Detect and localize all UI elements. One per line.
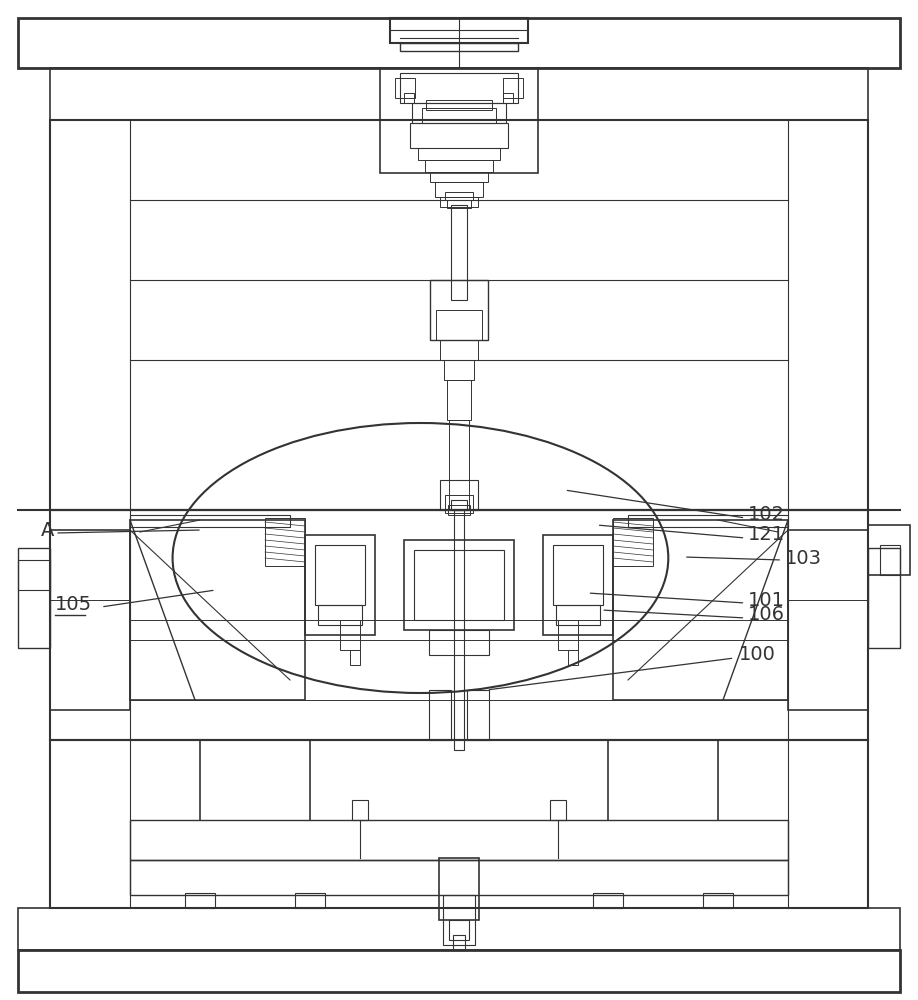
Bar — [788, 530, 868, 710]
Text: 106: 106 — [748, 605, 785, 624]
Bar — [395, 78, 415, 98]
Bar — [448, 505, 470, 515]
Bar — [613, 518, 653, 566]
Bar — [429, 690, 451, 740]
Bar — [440, 197, 478, 207]
Bar — [445, 192, 473, 200]
Bar — [880, 545, 900, 575]
Bar — [18, 18, 900, 68]
Bar — [185, 893, 215, 908]
Bar — [425, 160, 493, 172]
Bar — [449, 920, 469, 940]
Bar — [556, 605, 600, 625]
Bar — [426, 100, 492, 110]
Bar — [558, 620, 578, 650]
Bar — [315, 545, 365, 605]
Bar — [429, 630, 489, 655]
Bar — [503, 78, 523, 98]
Bar — [503, 93, 513, 103]
Text: A: A — [41, 520, 55, 540]
Bar — [404, 93, 414, 103]
Bar — [443, 895, 475, 945]
Bar — [430, 172, 488, 182]
Bar — [130, 520, 305, 700]
Bar — [543, 535, 613, 635]
Bar — [404, 540, 514, 630]
Bar — [265, 518, 305, 566]
Bar — [444, 360, 474, 380]
Bar — [350, 650, 360, 665]
Bar — [445, 495, 473, 513]
Bar — [18, 548, 50, 648]
Bar — [613, 520, 788, 700]
Bar — [390, 18, 528, 43]
Bar — [50, 530, 130, 710]
Bar — [18, 560, 50, 590]
Bar — [414, 550, 504, 620]
Text: 121: 121 — [748, 526, 785, 544]
Bar — [318, 605, 362, 625]
Bar — [130, 820, 788, 860]
Bar — [447, 200, 471, 208]
Bar — [868, 548, 900, 648]
Text: 102: 102 — [748, 506, 785, 524]
Bar — [295, 893, 325, 908]
Bar — [50, 510, 868, 740]
Text: 103: 103 — [785, 548, 822, 568]
Bar — [412, 103, 506, 123]
Bar — [440, 340, 478, 360]
Bar — [352, 800, 368, 820]
Bar — [340, 620, 360, 650]
Bar — [628, 515, 788, 527]
Bar — [550, 800, 566, 820]
Bar — [130, 515, 290, 527]
Bar — [130, 860, 788, 895]
Bar — [703, 893, 733, 908]
Bar — [400, 43, 518, 51]
Bar — [410, 123, 508, 148]
Bar — [440, 480, 478, 510]
Bar — [435, 182, 483, 197]
Bar — [430, 280, 488, 340]
Text: 105: 105 — [55, 595, 92, 614]
Text: 100: 100 — [739, 646, 776, 664]
Bar — [50, 120, 868, 510]
Bar — [50, 68, 868, 120]
Bar — [305, 535, 375, 635]
Bar — [18, 950, 900, 992]
Bar — [439, 858, 479, 920]
Bar — [449, 420, 469, 510]
Bar — [454, 510, 464, 750]
Bar — [436, 310, 482, 340]
Bar — [453, 935, 465, 950]
Bar — [451, 205, 467, 300]
Bar — [18, 908, 900, 950]
Text: 101: 101 — [748, 590, 785, 609]
Bar — [400, 73, 518, 103]
Bar — [380, 68, 538, 173]
Bar — [467, 690, 489, 740]
Bar — [447, 380, 471, 420]
Bar — [422, 108, 496, 123]
Bar — [451, 500, 467, 510]
Bar — [50, 740, 868, 908]
Bar — [868, 525, 910, 575]
Bar — [553, 545, 603, 605]
Bar — [568, 650, 578, 665]
Bar — [418, 148, 500, 160]
Bar — [593, 893, 623, 908]
